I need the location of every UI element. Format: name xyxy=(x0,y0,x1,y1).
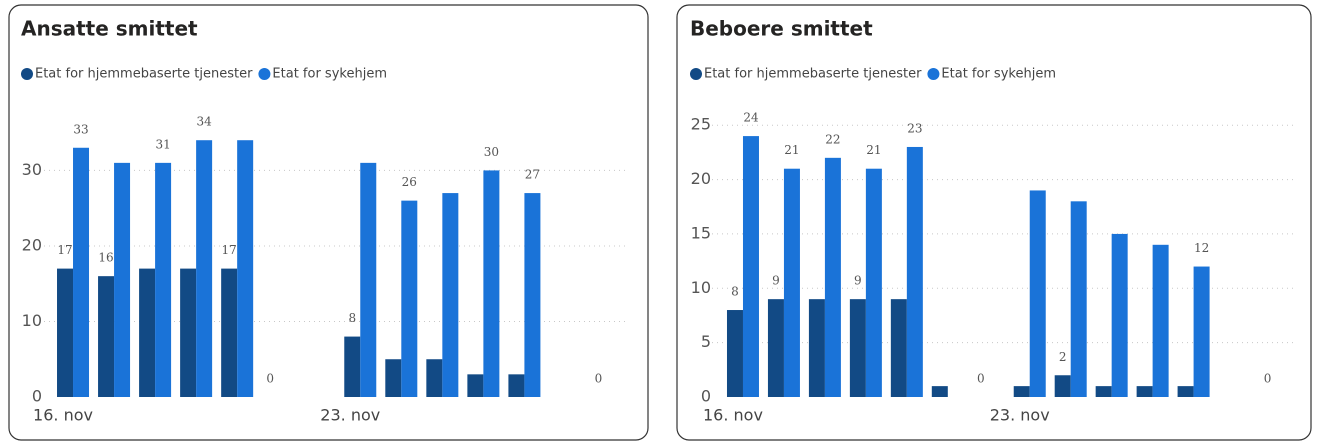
bar xyxy=(1095,386,1112,397)
y-tick-label: 0 xyxy=(701,387,711,406)
bar xyxy=(73,147,90,397)
bar xyxy=(221,268,238,397)
bar xyxy=(824,157,841,397)
data-label: 26 xyxy=(402,175,417,189)
bar xyxy=(767,299,784,397)
data-label: 0 xyxy=(266,372,274,386)
data-label: 22 xyxy=(825,132,840,146)
bar xyxy=(1177,386,1194,397)
legend-label: Etat for hjemmebaserte tjenester xyxy=(704,67,922,82)
bar xyxy=(180,268,197,397)
data-label: 17 xyxy=(222,243,237,257)
bar xyxy=(931,386,948,397)
bar xyxy=(890,299,907,397)
data-label: 31 xyxy=(155,137,170,151)
x-tick-label: 23. nov xyxy=(320,406,380,425)
chart-title: Ansatte smittet xyxy=(21,17,198,41)
data-label: 8 xyxy=(348,311,356,325)
bar xyxy=(783,168,800,397)
data-label: 0 xyxy=(595,372,603,386)
data-label: 21 xyxy=(866,143,881,157)
bar xyxy=(1013,386,1030,397)
bar xyxy=(467,374,484,397)
bar xyxy=(1193,266,1210,397)
bar xyxy=(865,168,882,397)
bar xyxy=(1054,375,1071,397)
data-label: 0 xyxy=(977,372,985,386)
bar xyxy=(483,170,500,397)
y-tick-label: 30 xyxy=(22,160,42,179)
data-label: 0 xyxy=(1264,372,1272,386)
data-label: 9 xyxy=(854,274,862,288)
bar xyxy=(808,299,825,397)
chart-title: Beboere smittet xyxy=(690,17,873,41)
data-label: 30 xyxy=(484,145,499,159)
y-tick-label: 20 xyxy=(691,169,711,188)
bar xyxy=(1136,386,1153,397)
bar xyxy=(524,193,541,397)
bar xyxy=(360,162,377,397)
legend-swatch xyxy=(21,68,33,80)
bar xyxy=(57,268,74,397)
data-label: 24 xyxy=(743,111,759,125)
bar xyxy=(98,276,115,397)
bar xyxy=(385,359,402,397)
y-tick-label: 10 xyxy=(691,278,711,297)
bar xyxy=(344,336,361,397)
y-tick-label: 0 xyxy=(32,387,42,406)
bar xyxy=(155,162,172,397)
bar xyxy=(237,140,254,398)
data-label: 16 xyxy=(98,251,113,265)
data-label: 8 xyxy=(731,285,739,299)
bar xyxy=(508,374,525,397)
x-tick-label: 16. nov xyxy=(33,406,93,425)
data-label: 9 xyxy=(772,274,780,288)
data-label: 23 xyxy=(907,121,922,135)
bar xyxy=(196,140,213,398)
y-tick-label: 20 xyxy=(22,235,42,254)
y-tick-label: 15 xyxy=(691,223,711,242)
legend-swatch xyxy=(690,68,702,80)
bar xyxy=(401,200,418,397)
data-label: 34 xyxy=(196,115,212,129)
legend-swatch xyxy=(927,68,940,80)
legend-swatch xyxy=(258,68,271,80)
bar xyxy=(139,268,156,397)
y-tick-label: 25 xyxy=(691,115,711,134)
bar xyxy=(1029,190,1046,397)
bar xyxy=(1111,233,1128,397)
bar xyxy=(426,359,443,397)
bar xyxy=(849,299,866,397)
data-label: 33 xyxy=(73,122,88,136)
x-tick-label: 16. nov xyxy=(703,406,763,425)
legend-label: Etat for sykehjem xyxy=(272,67,387,82)
data-label: 2 xyxy=(1059,350,1067,364)
bar xyxy=(114,162,131,397)
legend-label: Etat for sykehjem xyxy=(941,67,1056,82)
bar xyxy=(1070,201,1087,397)
data-label: 12 xyxy=(1194,241,1209,255)
data-label: 21 xyxy=(784,143,799,157)
bar xyxy=(906,146,923,397)
bar xyxy=(726,310,743,397)
bar xyxy=(442,193,459,397)
y-tick-label: 5 xyxy=(701,332,711,351)
bar xyxy=(742,136,759,397)
y-tick-label: 10 xyxy=(22,311,42,330)
legend-label: Etat for hjemmebaserte tjenester xyxy=(35,67,253,82)
x-tick-label: 23. nov xyxy=(990,406,1050,425)
data-label: 17 xyxy=(57,243,72,257)
bar xyxy=(1152,244,1169,397)
data-label: 27 xyxy=(525,168,540,182)
